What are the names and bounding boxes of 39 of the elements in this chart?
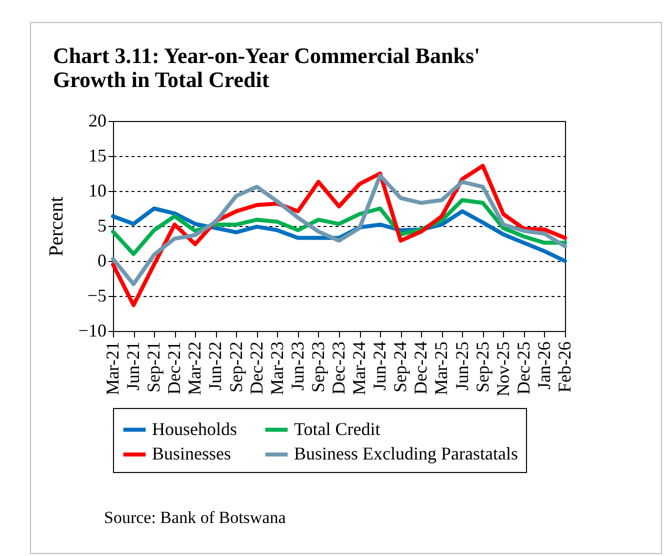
x-tick-label: Dec-24 [410, 342, 431, 394]
x-tick-label: Dec-22 [246, 342, 266, 394]
x-tick-label: Jan-26 [534, 342, 554, 390]
x-tick-label: Feb-26 [554, 342, 574, 392]
x-tick-label: Dec-23 [328, 342, 348, 394]
x-tick-label: Sep-25 [472, 342, 492, 392]
x-tick-label: Sep-23 [308, 342, 328, 392]
y-tick-label: −5 [87, 286, 106, 306]
y-tick-label: 0 [98, 250, 106, 270]
y-tick-label: 10 [88, 180, 106, 200]
x-tick-label: Mar-24 [349, 342, 370, 396]
x-tick-label: Jun-24 [370, 342, 390, 390]
x-tick-label: Mar-21 [102, 342, 122, 396]
x-tick-label: Jun-22 [205, 342, 226, 390]
x-tick-label: Jun-23 [287, 342, 308, 390]
x-tick-label: Jun-25 [452, 342, 472, 390]
y-axis-title: Percent [45, 196, 68, 256]
source-note: Source: Bank of Botswana [104, 508, 286, 528]
x-tick-label: Dec-21 [164, 342, 184, 394]
line-series [111, 164, 567, 308]
y-tick-label: 5 [98, 216, 106, 236]
x-tick-label: Sep-21 [144, 342, 164, 392]
x-tick-label: Sep-22 [226, 342, 246, 392]
legend-label: Businesses [152, 444, 232, 464]
x-tick-label: Sep-24 [390, 342, 410, 392]
legend-label: Households [152, 418, 237, 439]
y-tick-label: 20 [88, 110, 106, 130]
chart-title: Chart 3.11: Year-on-Year Commercial Banks' Growth in Total Credit [53, 43, 480, 92]
y-tick-label: −10 [78, 320, 106, 340]
x-tick-label: Nov-25 [492, 342, 513, 396]
line-series [111, 174, 567, 286]
x-tick-label: Jun-21 [123, 342, 144, 390]
legend-label: Total Credit [294, 418, 380, 439]
y-tick-label: 15 [88, 146, 106, 166]
x-tick-label: Mar-22 [184, 342, 205, 396]
x-tick-label: Mar-23 [266, 342, 287, 396]
x-tick-label: Dec-25 [513, 342, 534, 394]
legend-label: Business Excluding Parastatals [294, 444, 518, 464]
x-tick-label: Mar-25 [431, 342, 452, 396]
